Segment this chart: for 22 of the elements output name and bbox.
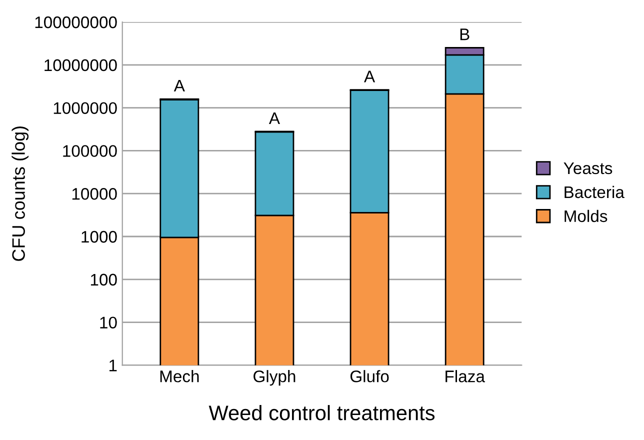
annotation: B xyxy=(460,28,470,40)
annotation: A xyxy=(268,112,280,124)
x-tick-label: Glyph xyxy=(254,370,296,386)
y-tick-label: 100000 xyxy=(63,145,117,157)
y-tick-label: 1 xyxy=(110,360,117,372)
y-tick-label: 1000000 xyxy=(54,102,117,114)
y-tick-label: 100000000 xyxy=(35,16,117,28)
x-tick-label: Mech xyxy=(160,370,199,382)
y-tick-label: 10000000 xyxy=(44,59,117,72)
x-tick-label: Flaza xyxy=(446,370,485,382)
x-tick-label: Glufo xyxy=(350,370,389,382)
annotation: A xyxy=(174,80,185,92)
y-axis-title: CFU counts (log) xyxy=(12,126,29,261)
y-tick-label: 1000 xyxy=(82,230,117,243)
legend-label: Bacteria xyxy=(564,186,624,198)
legend-label: Molds xyxy=(564,210,608,222)
y-tick-label: 10 xyxy=(100,316,117,329)
x-axis-title: Weed control treatments xyxy=(208,405,435,420)
annotation: A xyxy=(364,70,376,82)
legend-label: Yeasts xyxy=(564,162,612,174)
y-tick-label: 100 xyxy=(90,274,117,286)
y-tick-label: 10000 xyxy=(72,188,117,200)
